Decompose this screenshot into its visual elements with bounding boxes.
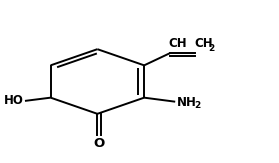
Text: NH: NH [177, 96, 196, 109]
Text: 2: 2 [208, 44, 215, 53]
Text: CH: CH [194, 37, 213, 50]
Text: O: O [94, 137, 105, 150]
Text: 2: 2 [194, 101, 200, 110]
Text: HO: HO [4, 94, 24, 107]
Text: CH: CH [169, 37, 187, 50]
